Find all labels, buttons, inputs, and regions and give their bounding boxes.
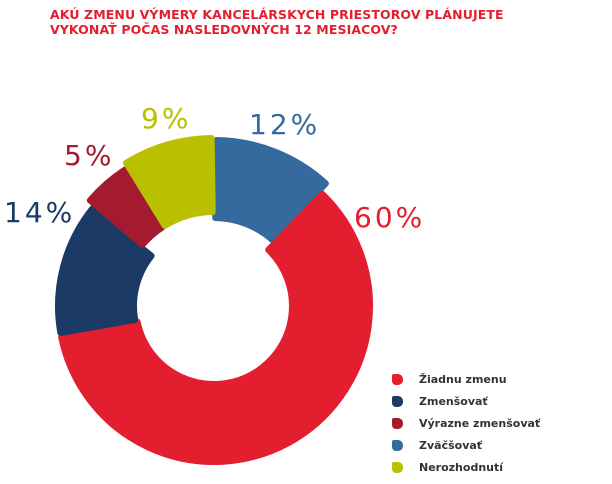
legend-swatch-icon (392, 417, 403, 429)
legend-item-zmensovat: Zmenšovať (392, 390, 540, 412)
label-nerozhodnuti: 9% (141, 102, 192, 135)
label-zladnu-zmenu: 60% (354, 201, 426, 234)
legend-swatch-icon (392, 395, 403, 407)
legend-label: Zmenšovať (419, 394, 488, 408)
legend-item-vyrazne-zmensovat: Výrazne zmenšovať (392, 412, 540, 434)
legend-item-nerozhodnuti: Nerozhodnutí (392, 456, 540, 478)
legend-swatch-icon (392, 439, 403, 451)
legend-item-zvacsovat: Zväčšovať (392, 434, 540, 456)
segment-nerozhodnuti (122, 135, 216, 229)
legend-label: Žiadnu zmenu (419, 372, 507, 386)
legend-label: Zväčšovať (419, 438, 483, 452)
segment-vyrazne-zmensovat (86, 166, 166, 249)
chart-title: AKÚ ZMENU VÝMERY KANCELÁRSKYCH PRIESTORO… (50, 7, 570, 37)
label-zvacsovat: 12% (249, 108, 321, 141)
legend: Žiadnu zmenu Zmenšovať Výrazne zmenšovať… (392, 368, 540, 478)
segment-zladnu-zmenu (58, 190, 373, 465)
chart-title-line-1: AKÚ ZMENU VÝMERY KANCELÁRSKYCH PRIESTORO… (50, 7, 504, 22)
segment-zmensovat (55, 205, 155, 337)
legend-label: Výrazne zmenšovať (419, 416, 541, 430)
legend-label: Nerozhodnutí (419, 460, 504, 474)
legend-swatch-icon (392, 461, 403, 473)
chart-title-line-2: VYKONAŤ POČAS NASLEDOVNÝCH 12 MESIACOV? (50, 21, 398, 37)
label-zmensovat: 14% (4, 196, 76, 229)
legend-swatch-icon (392, 373, 403, 385)
segment-zvacsovat (212, 137, 329, 245)
label-vyrazne-zmensovat: 5% (64, 139, 115, 172)
legend-item-zladnu-zmenu: Žiadnu zmenu (392, 368, 540, 390)
